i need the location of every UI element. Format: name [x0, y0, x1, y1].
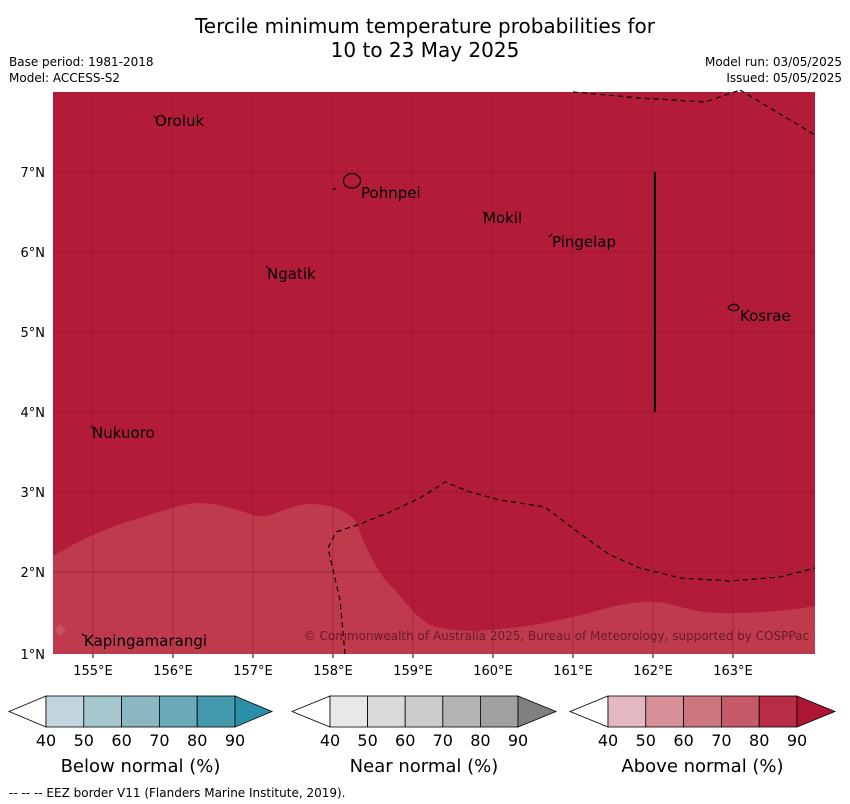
below-colorbar-segment [196, 695, 236, 728]
below-colorbar-segment [45, 695, 85, 728]
gridlines [53, 92, 815, 654]
eez-footnote: -- -- -- EEZ border V11 (Flanders Marine… [9, 786, 346, 800]
model-run-text: Model run: 03/05/2025 [704, 55, 842, 69]
island-label-kapingamarangi: Kapingamarangi [84, 632, 207, 650]
lat-tick-2: 2°N [21, 566, 46, 581]
pingelap-shape [548, 233, 553, 238]
lon-tick-161: 161°E [553, 664, 593, 679]
island-label-nukuoro: Nukuoro [92, 424, 155, 442]
nukuoro-shape [90, 425, 95, 430]
oroluk-shape [153, 115, 157, 119]
near-colorbar-segment [367, 695, 406, 728]
near-colorbar-tick: 70 [433, 731, 453, 750]
below-colorbar-high-extension [234, 695, 274, 728]
near-colorbar-segment [479, 695, 519, 728]
map-title-line1: Tercile minimum temperature probabilitie… [194, 14, 656, 38]
island-label-pohnpei: Pohnpei [361, 184, 421, 202]
island-label-ngatik: Ngatik [267, 265, 316, 283]
above-colorbar-tick: 80 [749, 731, 769, 750]
lat-tick-6: 6°N [21, 246, 46, 261]
below-colorbar-segment [158, 695, 198, 728]
above-colorbar-low-extension [568, 695, 609, 728]
above-colorbar-segment [721, 695, 760, 728]
island-shapes [81, 115, 740, 637]
lat-tick-5: 5°N [21, 326, 46, 341]
ngatik-shape [265, 265, 269, 269]
below-colorbar-tick: 50 [74, 731, 94, 750]
near-colorbar-tick: 40 [320, 731, 340, 750]
near-colorbar-segment [404, 695, 444, 728]
near-colorbar-tick: 90 [508, 731, 528, 750]
lat-tick-3: 3°N [21, 486, 46, 501]
lon-tick-159: 159°E [393, 664, 433, 679]
near-colorbar-low-extension [290, 695, 331, 728]
above-colorbar-tick: 90 [787, 731, 807, 750]
base-period-text: Base period: 1981-2018 [9, 55, 154, 69]
island-label-pingelap: Pingelap [552, 233, 616, 251]
near-colorbar-segment [442, 695, 481, 728]
below-colorbar-low-extension [7, 695, 47, 728]
above-colorbar-segment [607, 695, 647, 728]
copyright-notice: © Commonwealth of Australia 2025, Bureau… [304, 629, 809, 643]
above-colorbar-tick: 60 [673, 731, 693, 750]
above-colorbar-tick: 40 [598, 731, 618, 750]
below-colorbar-tick: 40 [36, 731, 56, 750]
lon-tick-155: 155°E [73, 664, 113, 679]
issued-text: Issued: 05/05/2025 [726, 71, 842, 85]
lon-tick-163: 163°E [713, 664, 753, 679]
ant-atoll-shape [332, 187, 337, 191]
below-colorbar-label: Below normal (%) [61, 756, 221, 777]
below-colorbar-tick: 70 [149, 731, 169, 750]
above-colorbar-segment [645, 695, 684, 728]
lon-tick-162: 162°E [633, 664, 673, 679]
island-label-mokil: Mokil [483, 209, 522, 227]
island-label-kosrae: Kosrae [740, 307, 791, 325]
island-label-oroluk: Oroluk [155, 112, 204, 130]
kapingamarangi-shape [81, 633, 86, 637]
below-colorbar-tick: 90 [225, 731, 245, 750]
near-colorbar-high-extension [517, 695, 558, 728]
above-colorbar-high-extension [796, 695, 837, 728]
below-colorbar-tick: 80 [187, 731, 207, 750]
below-colorbar-tick: 60 [111, 731, 131, 750]
model-text: Model: ACCESS-S2 [9, 71, 121, 85]
above-colorbar-label: Above normal (%) [621, 756, 783, 777]
small-patch [55, 624, 66, 636]
map-title-line2: 10 to 23 May 2025 [330, 38, 520, 62]
above-colorbar-tick: 50 [636, 731, 656, 750]
pohnpei-island-shape [342, 172, 362, 189]
near-normal-colorbar: 40 50 60 70 80 90 Near normal (%) [290, 695, 558, 777]
near-colorbar-segment [329, 695, 368, 728]
above-colorbar-tick: 70 [711, 731, 731, 750]
near-colorbar-label: Near normal (%) [350, 756, 499, 777]
near-colorbar-tick: 50 [357, 731, 377, 750]
lon-tick-160: 160°E [473, 664, 513, 679]
mokil-shape [482, 211, 486, 215]
lower-probability-region [53, 503, 815, 654]
above-colorbar-segment [758, 695, 798, 728]
map-panel: Oroluk Pohnpei Mokil Pingelap Ngatik Kos… [53, 89, 816, 655]
kosrae-island-shape [727, 303, 740, 312]
lon-tick-156: 156°E [153, 664, 193, 679]
lon-tick-157: 157°E [233, 664, 273, 679]
near-colorbar-tick: 60 [395, 731, 415, 750]
lat-tick-7: 7°N [21, 166, 46, 181]
eez-borders [327, 89, 816, 655]
near-colorbar-tick: 80 [470, 731, 490, 750]
below-colorbar-segment [83, 695, 123, 728]
below-colorbar-segment [121, 695, 160, 728]
above-colorbar-segment [683, 695, 722, 728]
lat-tick-4: 4°N [21, 406, 46, 421]
lon-tick-158: 158°E [313, 664, 353, 679]
lat-tick-1: 1°N [21, 648, 46, 663]
